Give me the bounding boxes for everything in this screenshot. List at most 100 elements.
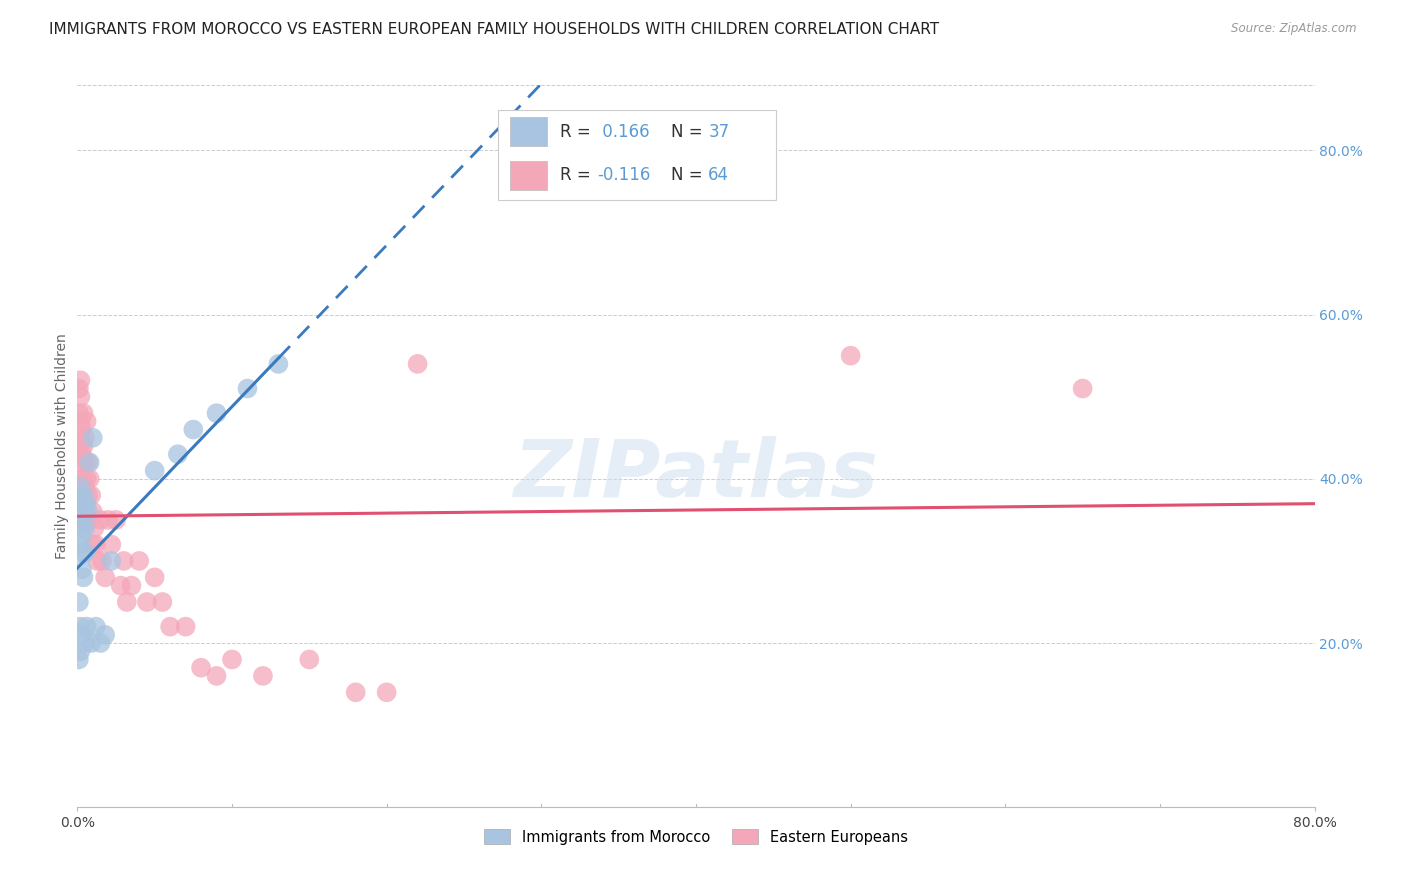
Point <box>76 414 98 428</box>
Point <box>152 595 174 609</box>
Point <box>75 521 96 535</box>
Point <box>70 529 93 543</box>
Point <box>67 447 90 461</box>
Point <box>298 652 321 666</box>
Point <box>82 431 104 445</box>
Point <box>143 464 166 478</box>
Point <box>75 480 96 494</box>
Point <box>75 505 96 519</box>
Point <box>344 685 367 699</box>
Point <box>67 488 90 502</box>
Point <box>72 496 94 510</box>
Point <box>136 595 159 609</box>
Point <box>90 636 111 650</box>
FancyBboxPatch shape <box>510 117 547 146</box>
Text: R =: R = <box>560 123 596 141</box>
Text: ZIPatlas: ZIPatlas <box>513 436 879 514</box>
Y-axis label: Family Households with Children: Family Households with Children <box>55 333 69 559</box>
Point <box>70 513 93 527</box>
FancyBboxPatch shape <box>510 161 547 189</box>
Point <box>76 619 98 633</box>
Point <box>94 570 117 584</box>
Point <box>80 488 103 502</box>
Point <box>1071 382 1094 396</box>
Point <box>75 546 96 560</box>
Point <box>69 480 91 494</box>
Point <box>67 431 90 445</box>
Point <box>97 513 120 527</box>
Point <box>115 595 138 609</box>
Point <box>112 554 135 568</box>
Point <box>77 488 100 502</box>
Point <box>67 537 90 551</box>
Point <box>72 546 94 560</box>
Text: Source: ZipAtlas.com: Source: ZipAtlas.com <box>1232 22 1357 36</box>
Point <box>69 505 91 519</box>
Point <box>69 390 91 404</box>
Point <box>84 537 107 551</box>
Text: 0.166: 0.166 <box>598 123 650 141</box>
Point <box>70 423 93 437</box>
Point <box>77 455 100 469</box>
Point <box>69 521 91 535</box>
Point <box>128 554 150 568</box>
Point <box>79 472 101 486</box>
Point <box>159 619 181 633</box>
Point <box>69 414 91 428</box>
Point <box>82 505 104 519</box>
Point <box>70 447 93 461</box>
Point <box>86 554 108 568</box>
Point <box>183 423 205 437</box>
Point <box>77 505 100 519</box>
Point <box>267 357 290 371</box>
Point <box>174 619 197 633</box>
Point <box>72 488 94 502</box>
Point <box>69 439 91 453</box>
Point <box>72 439 94 453</box>
Text: -0.116: -0.116 <box>598 166 651 184</box>
Point <box>69 455 91 469</box>
Legend: Immigrants from Morocco, Eastern Europeans: Immigrants from Morocco, Eastern Europea… <box>478 823 914 851</box>
Point <box>70 488 93 502</box>
Point <box>75 455 96 469</box>
Point <box>69 644 91 658</box>
Point <box>72 472 94 486</box>
Point <box>67 382 90 396</box>
Point <box>91 554 114 568</box>
Point <box>69 373 91 387</box>
Point <box>70 513 93 527</box>
FancyBboxPatch shape <box>498 110 776 201</box>
Point <box>67 652 90 666</box>
Point <box>100 554 122 568</box>
Point <box>75 636 96 650</box>
Point <box>67 488 90 502</box>
Text: N =: N = <box>671 123 709 141</box>
Point <box>110 578 132 592</box>
Point <box>143 570 166 584</box>
Point <box>80 636 103 650</box>
Point <box>100 537 122 551</box>
Point <box>72 570 94 584</box>
Point <box>90 513 111 527</box>
Point <box>70 472 93 486</box>
Point <box>67 406 90 420</box>
Point <box>221 652 243 666</box>
Point <box>70 496 93 510</box>
Point <box>375 685 398 699</box>
Point <box>190 661 212 675</box>
Point <box>70 562 93 576</box>
Point <box>76 472 98 486</box>
Point <box>121 578 143 592</box>
Point <box>205 669 228 683</box>
Point <box>83 521 105 535</box>
Point <box>67 595 90 609</box>
Point <box>70 628 93 642</box>
Point <box>69 488 91 502</box>
Point <box>406 357 429 371</box>
Text: 64: 64 <box>709 166 730 184</box>
Point <box>72 505 94 519</box>
Point <box>236 382 259 396</box>
Point <box>84 619 107 633</box>
Point <box>69 513 91 527</box>
Text: N =: N = <box>671 166 709 184</box>
